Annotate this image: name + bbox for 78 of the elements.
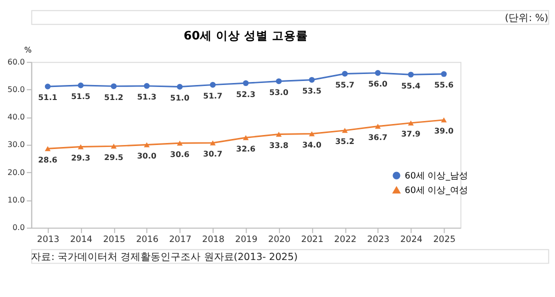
data-label: 29.5: [104, 152, 124, 162]
data-label: 36.7: [368, 132, 388, 142]
data-label: 51.3: [137, 92, 156, 102]
x-tick-label: 2017: [169, 234, 192, 245]
y-tick-label: 40.0: [8, 112, 25, 122]
x-tick-label: 2013: [37, 234, 60, 245]
legend-label: 60세 이상_남성: [404, 171, 468, 182]
data-label: 53.0: [269, 88, 289, 97]
data-label: 39.0: [434, 126, 454, 136]
point: [408, 120, 414, 126]
point: [144, 142, 150, 148]
data-label: 37.9: [401, 130, 420, 139]
data-label: 33.8: [269, 140, 288, 150]
legend-label: 60세 이상_여성: [404, 186, 468, 196]
point: [110, 144, 117, 149]
point: [308, 76, 315, 83]
y-axis-title: %: [24, 46, 32, 55]
y-tick-label: 20.0: [8, 168, 25, 177]
x-tick-label: 2019: [235, 234, 258, 245]
data-label: 56.0: [368, 80, 388, 89]
y-tick-label: 50.0: [8, 84, 25, 94]
x-tick-label: 2020: [268, 234, 290, 245]
data-label: 30.7: [203, 150, 222, 159]
data-label: 51.5: [71, 92, 90, 102]
data-label: 34.0: [302, 140, 322, 150]
data-label: 55.6: [434, 80, 454, 90]
point: [440, 117, 447, 122]
point: [44, 84, 51, 90]
point: [308, 131, 315, 136]
data-label: 52.3: [236, 90, 256, 99]
text: (단위: %): [504, 12, 548, 24]
point: [374, 124, 381, 129]
point: [78, 82, 84, 88]
x-tick-label: 2016: [136, 234, 159, 245]
y-tick-label: 60.0: [8, 57, 25, 66]
point: [342, 70, 348, 77]
point: [210, 82, 216, 88]
x-tick-label: 2015: [103, 234, 126, 245]
data-label: 51.2: [104, 92, 124, 102]
point: [210, 140, 216, 146]
data-label: 28.6: [38, 155, 58, 164]
y-tick-label: 30.0: [8, 140, 25, 150]
x-tick-label: 2023: [367, 234, 390, 245]
data-label: 51.7: [203, 91, 222, 100]
y-tick-label: 0.0: [12, 223, 25, 232]
point: [176, 140, 183, 146]
data-label: 35.2: [335, 137, 354, 146]
x-tick-label: 2025: [433, 234, 456, 245]
data-label: 32.6: [236, 144, 256, 154]
data-label: 51.0: [170, 93, 190, 102]
point: [408, 72, 414, 78]
x-tick-label: 2022: [334, 234, 356, 245]
point: [342, 128, 348, 133]
chart-title: 60세 이상 성별 고용률: [184, 28, 308, 42]
data-label: 30.6: [170, 150, 190, 159]
data-label: 55.7: [335, 80, 354, 90]
data-label: 51.1: [38, 93, 58, 102]
point: [242, 135, 249, 140]
x-tick-label: 2024: [400, 234, 423, 245]
text: 자료: 국가데이터처 경제활동인구조사 원자료(2013- 2025): [31, 252, 298, 263]
point: [374, 70, 381, 76]
point: [276, 132, 282, 137]
point: [276, 78, 282, 84]
point: [242, 80, 249, 86]
point: [176, 84, 183, 90]
point: [44, 146, 51, 152]
point: [78, 144, 84, 150]
y-tick-label: 10.0: [8, 196, 25, 204]
data-label: 53.5: [302, 86, 322, 96]
point: [110, 83, 117, 90]
data-label: 29.3: [71, 153, 90, 162]
point: [440, 71, 447, 77]
x-tick-label: 2021: [301, 234, 324, 245]
data-label: 30.0: [137, 151, 157, 160]
point: [144, 83, 150, 89]
x-tick-label: 2014: [70, 234, 93, 245]
x-tick-label: 2018: [202, 234, 224, 245]
data-label: 55.4: [401, 81, 422, 90]
